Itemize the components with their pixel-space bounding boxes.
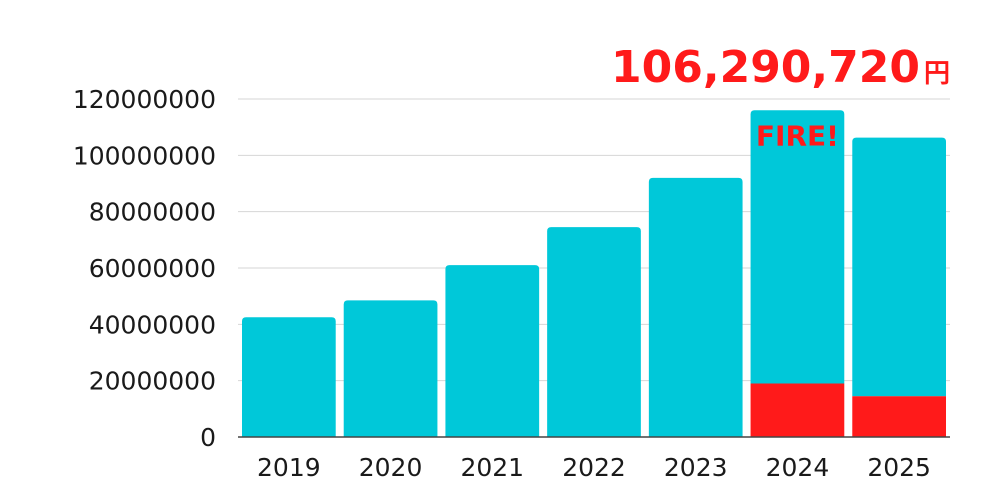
total-amount: 106,290,720: [611, 42, 920, 93]
y-tick-label: 40000000: [89, 310, 216, 339]
x-tick-label: 2022: [562, 453, 626, 482]
total-amount-unit: 円: [924, 59, 950, 89]
bar-2024-series-1: [750, 110, 845, 384]
y-tick-label: 0: [200, 423, 216, 452]
bar-2020-series-1: [343, 300, 438, 437]
bars: [242, 110, 946, 437]
x-tick-label: 2023: [664, 453, 728, 482]
x-tick-label: 2019: [257, 453, 321, 482]
y-axis-ticks: 0 20000000 40000000 60000000 80000000 1000000…: [73, 85, 216, 452]
bar-2024-series-0: [750, 383, 845, 437]
y-tick-label: 100000000: [73, 141, 216, 170]
bar-2019-series-1: [242, 317, 336, 437]
x-axis-ticks: 2019 2020 2021 2022 2023 2024 2025: [257, 453, 931, 482]
bar-2022-series-1: [547, 227, 641, 437]
x-tick-label: 2024: [766, 453, 830, 482]
y-tick-label: 20000000: [89, 367, 216, 396]
x-tick-label: 2020: [359, 453, 423, 482]
y-tick-label: 80000000: [89, 198, 216, 227]
fire-annotation: FIRE!: [756, 119, 839, 152]
total-amount-value: 106,290,720: [611, 42, 920, 93]
y-tick-label: 60000000: [89, 254, 216, 283]
x-tick-label: 2025: [867, 453, 931, 482]
bar-2021-series-1: [445, 265, 540, 437]
x-tick-label: 2021: [460, 453, 524, 482]
bar-2025-series-0: [852, 396, 946, 437]
bar-2023-series-1: [648, 177, 743, 437]
bar-2025-series-1: [852, 137, 946, 397]
y-tick-label: 120000000: [73, 85, 216, 114]
